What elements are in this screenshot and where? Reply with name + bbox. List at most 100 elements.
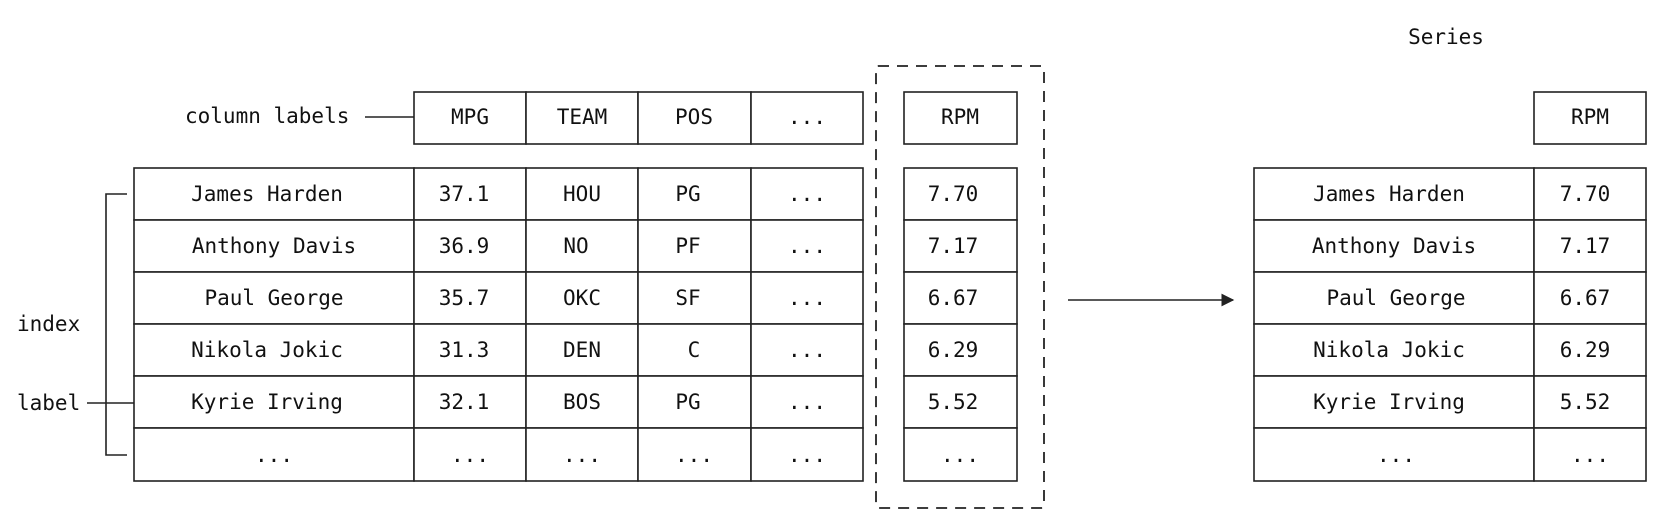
dataframe-body: James Harden 37.1 HOU PG ... 7.70 Anthon… bbox=[133, 167, 1018, 482]
data-cell bbox=[750, 219, 864, 273]
cell-value: NO bbox=[563, 234, 588, 258]
data-cell bbox=[750, 323, 864, 377]
index-bracket bbox=[105, 193, 127, 456]
series-index-label: Anthony Davis bbox=[1312, 234, 1476, 258]
index-cell bbox=[133, 219, 415, 273]
rpm-value: ... bbox=[941, 443, 979, 467]
header-cell-selected bbox=[903, 91, 1018, 145]
series-value-cell bbox=[1533, 167, 1647, 221]
series-value: 7.70 bbox=[1560, 182, 1611, 206]
cell-value: ... bbox=[788, 286, 826, 310]
series-value-cell bbox=[1533, 219, 1647, 273]
data-cell bbox=[750, 427, 864, 482]
cell-value: 37.1 bbox=[439, 182, 490, 206]
cell-value: ... bbox=[788, 234, 826, 258]
rpm-value: 6.29 bbox=[928, 338, 979, 362]
cell-value: HOU bbox=[563, 182, 601, 206]
cell-value: ... bbox=[563, 443, 601, 467]
cell-value: PG bbox=[675, 182, 700, 206]
cell-value: SF bbox=[675, 286, 700, 310]
series-value-cell bbox=[1533, 375, 1647, 429]
cell-value: OKC bbox=[563, 286, 601, 310]
selected-column-outline bbox=[875, 65, 1045, 509]
header-label: POS bbox=[675, 105, 713, 129]
header-cell bbox=[525, 91, 639, 145]
series-value: 6.67 bbox=[1560, 286, 1611, 310]
rpm-cell bbox=[903, 375, 1018, 429]
series-index-label: Kyrie Irving bbox=[1313, 390, 1465, 414]
table-row: Paul George 35.7 OKC SF ... 6.67 bbox=[133, 271, 1018, 325]
header-cell bbox=[413, 91, 527, 145]
series-value-cell bbox=[1533, 323, 1647, 377]
cell-value: PF bbox=[675, 234, 700, 258]
series-row: ... ... bbox=[1253, 427, 1647, 482]
table-row: Kyrie Irving 32.1 BOS PG ... 5.52 bbox=[133, 375, 1018, 429]
table-row: Nikola Jokic 31.3 DEN C ... 6.29 bbox=[133, 323, 1018, 377]
series-index-label: ... bbox=[1377, 443, 1415, 467]
index-cell bbox=[133, 167, 415, 221]
index-label: ... bbox=[255, 443, 293, 467]
header-label-selected: RPM bbox=[941, 105, 979, 129]
cell-value: 32.1 bbox=[439, 390, 490, 414]
cell-value: PG bbox=[675, 390, 700, 414]
header-label: TEAM bbox=[557, 105, 608, 129]
index-annotation: index bbox=[17, 312, 80, 336]
data-cell bbox=[525, 271, 639, 325]
series-index-label: Paul George bbox=[1326, 286, 1465, 310]
series-index-label: James Harden bbox=[1313, 182, 1465, 206]
cell-value: ... bbox=[675, 443, 713, 467]
series-header-cell bbox=[1533, 91, 1647, 145]
series-value: 6.29 bbox=[1560, 338, 1611, 362]
index-label: James Harden bbox=[191, 182, 343, 206]
data-cell bbox=[750, 271, 864, 325]
rpm-value: 7.70 bbox=[928, 182, 979, 206]
rpm-value: 5.52 bbox=[928, 390, 979, 414]
header-label: ... bbox=[788, 105, 826, 129]
data-cell bbox=[413, 271, 527, 325]
index-label: Anthony Davis bbox=[192, 234, 356, 258]
cell-value: 35.7 bbox=[439, 286, 490, 310]
cell-value: DEN bbox=[563, 338, 601, 362]
series-row: Nikola Jokic 6.29 bbox=[1253, 323, 1647, 377]
data-cell bbox=[413, 323, 527, 377]
series-body: James Harden 7.70 Anthony Davis 7.17 Pau… bbox=[1253, 167, 1647, 482]
series-value-cell bbox=[1533, 427, 1647, 482]
series-value: ... bbox=[1571, 443, 1609, 467]
index-cell bbox=[133, 271, 415, 325]
index-label: Nikola Jokic bbox=[191, 338, 343, 362]
table-row: James Harden 37.1 HOU PG ... 7.70 bbox=[133, 167, 1018, 221]
series-index-cell bbox=[1253, 219, 1535, 273]
rpm-cell bbox=[903, 427, 1018, 482]
cell-value: 36.9 bbox=[439, 234, 490, 258]
data-cell bbox=[525, 427, 639, 482]
rpm-value: 6.67 bbox=[928, 286, 979, 310]
cell-value: ... bbox=[788, 182, 826, 206]
rpm-cell bbox=[903, 323, 1018, 377]
series-row: James Harden 7.70 bbox=[1253, 167, 1647, 221]
table-row: ... ... ... ... ... ... bbox=[133, 427, 1018, 482]
data-cell bbox=[637, 271, 752, 325]
series-row: Paul George 6.67 bbox=[1253, 271, 1647, 325]
header-cell bbox=[750, 91, 864, 145]
series-index-cell bbox=[1253, 427, 1535, 482]
data-cell bbox=[525, 219, 639, 273]
data-cell bbox=[525, 323, 639, 377]
cell-value: ... bbox=[451, 443, 489, 467]
data-cell bbox=[750, 375, 864, 429]
cell-value: ... bbox=[788, 338, 826, 362]
data-cell bbox=[637, 427, 752, 482]
cell-value: ... bbox=[788, 443, 826, 467]
label-annotation: label bbox=[17, 391, 80, 415]
column-labels-annotation: column labels bbox=[185, 104, 349, 128]
series-index-cell bbox=[1253, 323, 1535, 377]
series-row: Kyrie Irving 5.52 bbox=[1253, 375, 1647, 429]
series-header-label: RPM bbox=[1571, 105, 1609, 129]
rpm-value: 7.17 bbox=[928, 234, 979, 258]
rpm-cell bbox=[903, 219, 1018, 273]
header-label: MPG bbox=[451, 105, 489, 129]
series-value: 7.17 bbox=[1560, 234, 1611, 258]
data-cell bbox=[413, 427, 527, 482]
index-label: Kyrie Irving bbox=[191, 390, 343, 414]
cell-value: BOS bbox=[563, 390, 601, 414]
